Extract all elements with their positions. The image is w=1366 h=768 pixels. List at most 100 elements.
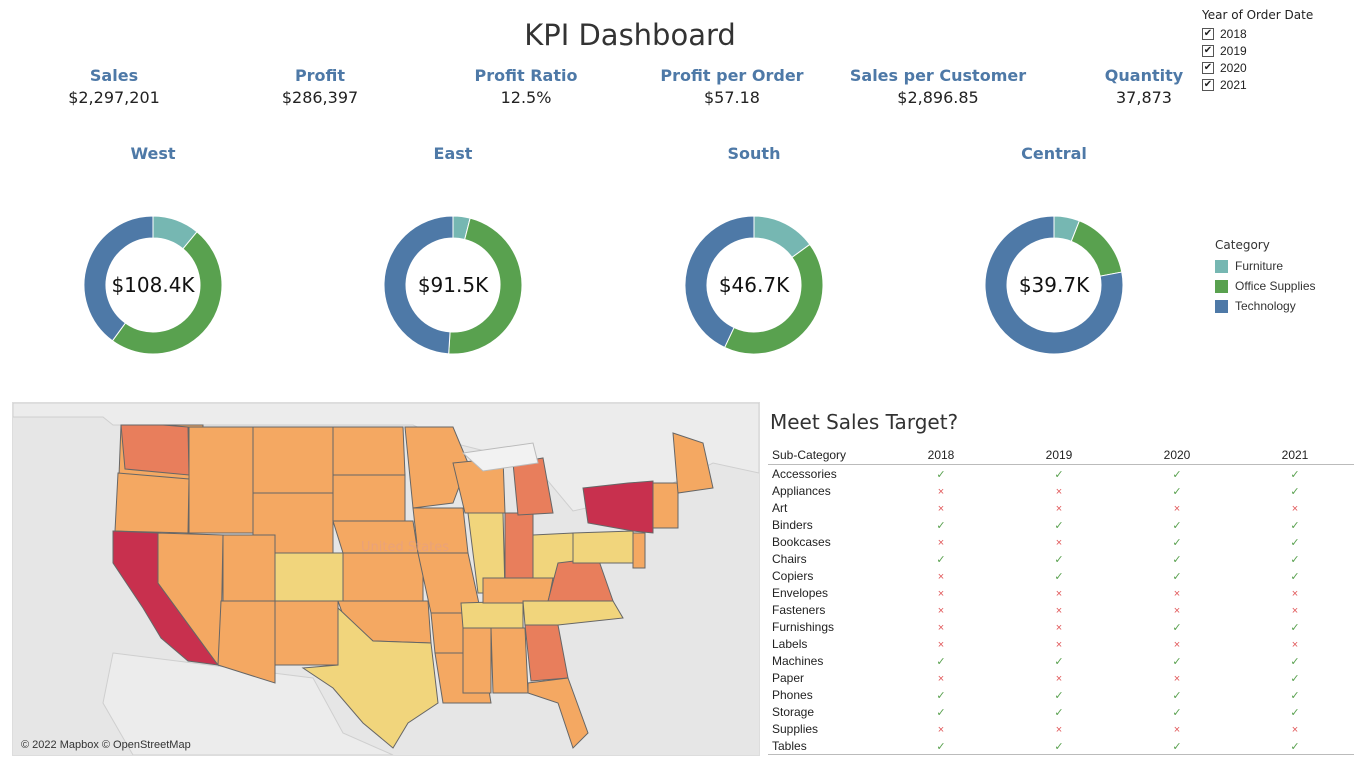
state-alabama[interactable] [490,627,529,694]
target-status-cell[interactable]: ✓ [1236,533,1354,550]
target-status-cell[interactable]: ✓ [1236,737,1354,755]
target-status-cell[interactable]: × [882,533,1000,550]
year-option-2018[interactable]: ✔ 2018 [1202,25,1313,42]
state-florida[interactable] [527,677,589,749]
target-status-cell[interactable]: ✓ [1118,686,1236,703]
target-status-cell[interactable]: ✓ [1118,618,1236,635]
target-status-cell[interactable]: × [1236,499,1354,516]
target-status-cell[interactable]: × [882,635,1000,652]
target-status-cell[interactable]: × [1000,720,1118,737]
target-status-cell[interactable]: ✓ [882,516,1000,533]
target-status-cell[interactable]: ✓ [1236,567,1354,584]
donut-south[interactable]: $46.7K [679,210,829,360]
target-status-cell[interactable]: ✓ [882,686,1000,703]
checkbox[interactable]: ✔ [1202,27,1214,40]
target-status-cell[interactable]: × [1118,720,1236,737]
target-status-cell[interactable]: ✓ [1000,550,1118,567]
state-new-england[interactable] [652,482,679,529]
donut-slice-office-supplies[interactable] [448,217,523,355]
checkbox[interactable]: ✔ [1202,61,1214,74]
target-status-cell[interactable]: ✓ [1236,482,1354,499]
target-status-cell[interactable]: × [1236,584,1354,601]
donut-east[interactable]: $91.5K [378,210,528,360]
target-status-cell[interactable]: ✓ [1000,567,1118,584]
target-status-cell[interactable]: × [1000,499,1118,516]
target-status-cell[interactable]: × [1000,584,1118,601]
target-status-cell[interactable]: × [882,669,1000,686]
target-status-cell[interactable]: × [882,567,1000,584]
target-status-cell[interactable]: × [1118,584,1236,601]
target-status-cell[interactable]: ✓ [1118,652,1236,669]
target-status-cell[interactable]: × [1118,499,1236,516]
target-status-cell[interactable]: ✓ [882,652,1000,669]
target-status-cell[interactable]: × [1118,669,1236,686]
state-idaho[interactable] [188,426,254,534]
state-arizona[interactable] [217,600,276,684]
target-status-cell[interactable]: × [1000,618,1118,635]
target-status-cell[interactable]: ✓ [1000,465,1118,483]
state-washington[interactable] [120,424,190,476]
map-canvas[interactable]: United States [13,403,759,755]
target-status-cell[interactable]: ✓ [1118,567,1236,584]
state-mississippi[interactable] [462,627,492,694]
year-option-2019[interactable]: ✔ 2019 [1202,42,1313,59]
target-status-cell[interactable]: × [882,482,1000,499]
state-oregon[interactable] [114,472,190,534]
map-attribution[interactable]: © 2022 Mapbox © OpenStreetMap [21,739,191,751]
target-status-cell[interactable]: × [1236,601,1354,618]
target-status-cell[interactable]: ✓ [882,550,1000,567]
legend-item-office-supplies[interactable]: Office Supplies [1215,276,1316,296]
donut-slice-technology[interactable] [984,215,1124,355]
target-status-cell[interactable]: ✓ [1236,669,1354,686]
target-status-cell[interactable]: ✓ [1118,703,1236,720]
donut-slice-office-supplies[interactable] [111,231,223,355]
state-new-york[interactable] [582,480,654,534]
state-texas[interactable] [301,606,439,749]
target-status-cell[interactable]: × [1000,533,1118,550]
target-status-cell[interactable]: ✓ [882,737,1000,755]
donut-west[interactable]: $108.4K [78,210,228,360]
target-status-cell[interactable]: ✓ [1118,482,1236,499]
target-status-cell[interactable]: × [1118,601,1236,618]
target-status-cell[interactable]: ✓ [1000,703,1118,720]
target-status-cell[interactable]: ✓ [1236,516,1354,533]
state-colorado[interactable] [274,552,344,602]
target-status-cell[interactable]: × [882,618,1000,635]
donut-slice-technology[interactable] [383,215,454,355]
us-sales-map[interactable]: United States © 2022 Mapbox © OpenStreet… [12,402,760,756]
target-status-cell[interactable]: ✓ [1000,652,1118,669]
year-option-2020[interactable]: ✔ 2020 [1202,59,1313,76]
state-north-dakota[interactable] [332,426,406,476]
donut-slice-technology[interactable] [684,215,755,349]
target-status-cell[interactable]: × [1236,720,1354,737]
target-status-cell[interactable]: ✓ [1118,516,1236,533]
donut-central[interactable]: $39.7K [979,210,1129,360]
state-utah[interactable] [222,534,276,602]
state-tennessee[interactable] [460,600,524,629]
state-pennsylvania[interactable] [572,530,636,564]
target-status-cell[interactable]: × [882,584,1000,601]
target-status-cell[interactable]: × [1236,635,1354,652]
donut-slice-technology[interactable] [83,215,154,342]
target-status-cell[interactable]: × [882,499,1000,516]
target-status-cell[interactable]: × [882,720,1000,737]
year-option-2021[interactable]: ✔ 2021 [1202,76,1313,93]
state-kansas[interactable] [342,552,424,602]
checkbox[interactable]: ✔ [1202,78,1214,91]
target-status-cell[interactable]: ✓ [1236,686,1354,703]
target-status-cell[interactable]: ✓ [1118,533,1236,550]
donut-slice-office-supplies[interactable] [723,243,824,355]
target-status-cell[interactable]: ✓ [1000,516,1118,533]
target-status-cell[interactable]: × [1000,669,1118,686]
target-status-cell[interactable]: ✓ [1000,686,1118,703]
target-status-cell[interactable]: ✓ [1236,652,1354,669]
target-status-cell[interactable]: ✓ [1000,737,1118,755]
target-status-cell[interactable]: ✓ [1236,465,1354,483]
target-status-cell[interactable]: ✓ [1236,703,1354,720]
state-south-dakota[interactable] [332,474,406,522]
legend-item-furniture[interactable]: Furniture [1215,256,1316,276]
legend-item-technology[interactable]: Technology [1215,296,1316,316]
state-montana[interactable] [252,426,334,494]
target-status-cell[interactable]: × [882,601,1000,618]
target-status-cell[interactable]: ✓ [1236,550,1354,567]
